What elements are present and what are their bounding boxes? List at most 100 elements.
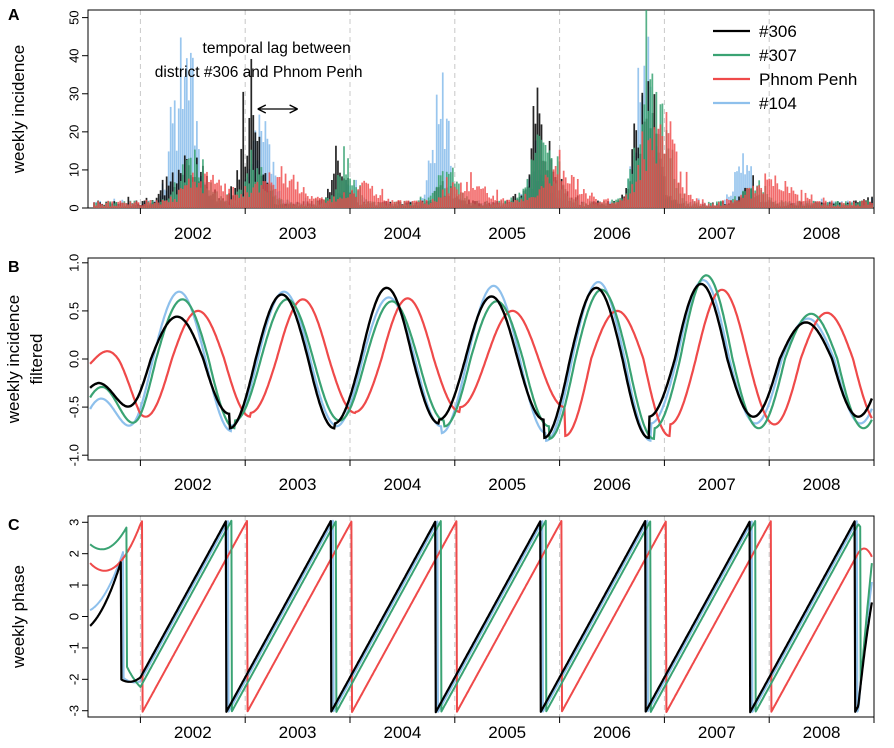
bar <box>709 205 712 208</box>
bar <box>853 201 855 208</box>
bar <box>570 175 573 208</box>
bar <box>707 203 710 208</box>
bar <box>818 201 821 208</box>
bar <box>609 203 611 208</box>
bar <box>705 205 708 208</box>
bar <box>550 185 553 208</box>
bar <box>127 196 130 208</box>
bar <box>746 188 748 208</box>
bar <box>127 204 130 208</box>
bar <box>419 200 422 208</box>
y-tick-label: 0 <box>67 204 82 211</box>
bar <box>403 201 406 208</box>
bar <box>578 194 581 208</box>
bar <box>361 182 364 208</box>
y-tick-label: 1 <box>67 581 82 588</box>
bar <box>447 193 450 208</box>
y-tick-label: 2 <box>67 550 82 557</box>
bar <box>842 203 845 208</box>
bar <box>165 176 168 208</box>
bar <box>572 176 575 208</box>
bar <box>453 186 456 208</box>
bar <box>534 197 537 208</box>
bar <box>155 200 158 208</box>
bar <box>185 159 188 208</box>
bar <box>490 198 492 208</box>
bar <box>718 201 720 208</box>
bar <box>867 200 869 208</box>
bar <box>615 202 617 208</box>
bar <box>167 185 170 208</box>
bar <box>641 131 644 208</box>
bar <box>526 199 529 208</box>
x-tick-label: 2006 <box>593 475 631 494</box>
bar <box>522 188 525 208</box>
bar <box>734 199 736 208</box>
bar <box>286 187 289 208</box>
bar <box>278 176 281 208</box>
bar <box>349 194 351 208</box>
lines-layer <box>89 274 874 443</box>
bar <box>157 193 160 208</box>
bar <box>113 205 116 208</box>
bar <box>163 200 166 208</box>
bar <box>834 206 837 208</box>
bar <box>121 202 124 208</box>
bar <box>194 149 196 208</box>
bar <box>484 186 486 208</box>
bar <box>242 91 245 208</box>
bar <box>855 205 857 208</box>
bar <box>768 178 771 208</box>
bar <box>357 189 359 208</box>
bar <box>435 201 438 208</box>
bar <box>746 165 748 208</box>
bar <box>343 192 345 208</box>
bar <box>724 205 726 208</box>
bar <box>355 197 357 208</box>
bar <box>433 163 436 208</box>
bar <box>637 67 640 208</box>
bar <box>734 172 736 208</box>
bar <box>292 174 295 208</box>
bar <box>204 173 206 208</box>
bar <box>320 197 323 208</box>
bar <box>427 197 430 208</box>
x-tick-label: 2003 <box>279 224 317 243</box>
bar <box>123 202 126 208</box>
bar <box>417 201 420 208</box>
bar <box>208 181 210 208</box>
bar <box>558 149 561 208</box>
bar <box>726 198 728 208</box>
bar <box>264 181 267 208</box>
bar <box>713 205 716 208</box>
bar <box>161 179 164 208</box>
bar <box>171 191 174 208</box>
bar <box>250 192 253 208</box>
bar <box>798 200 801 208</box>
bar <box>550 158 553 208</box>
bar <box>183 155 186 208</box>
bar <box>764 173 767 208</box>
x-tick-label: 2004 <box>383 224 421 243</box>
bar <box>540 139 543 208</box>
bar <box>131 203 134 208</box>
bar <box>379 195 382 208</box>
bar <box>859 200 861 208</box>
bar <box>343 146 345 208</box>
bar <box>820 205 823 208</box>
bar <box>151 200 154 208</box>
bar <box>143 204 146 208</box>
bar <box>365 182 368 208</box>
bar <box>629 193 632 208</box>
bar <box>246 192 249 208</box>
bar <box>335 201 337 208</box>
bar <box>869 201 871 208</box>
bar <box>695 198 698 208</box>
bar <box>816 201 819 208</box>
bar <box>151 204 154 208</box>
bar <box>867 204 869 208</box>
bar <box>701 199 704 208</box>
bar <box>534 152 537 208</box>
bar <box>822 197 825 208</box>
